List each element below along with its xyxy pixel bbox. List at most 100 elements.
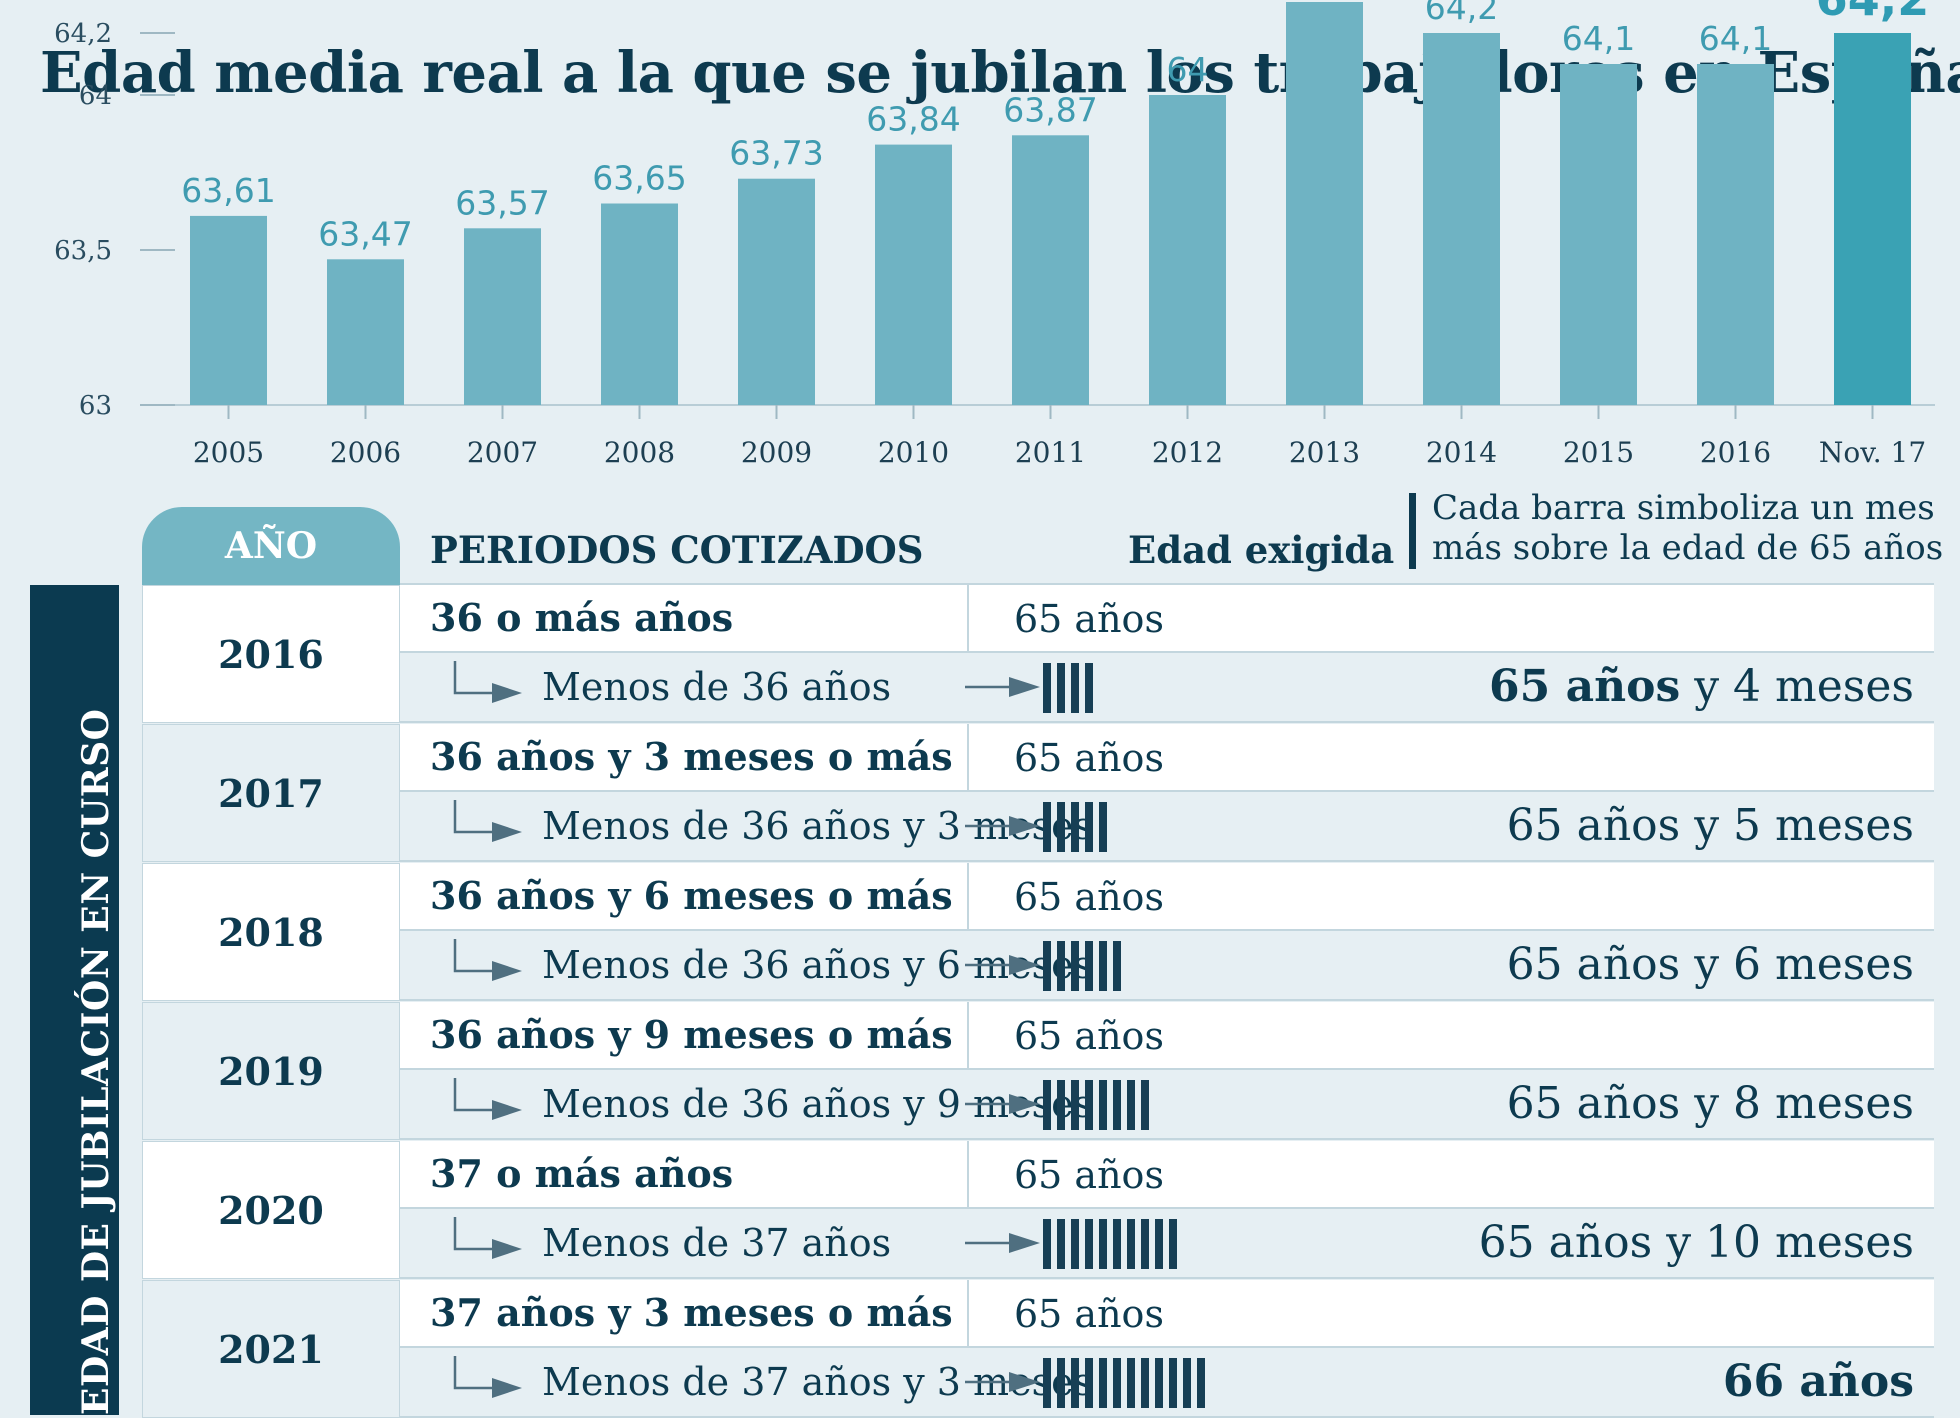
chart-title: Edad media real a la que se jubilan los … <box>40 40 1960 106</box>
month-bar <box>1057 941 1065 991</box>
legend-line-1: Cada barra simboliza un mes <box>1432 488 1935 528</box>
month-bar <box>1099 802 1107 852</box>
month-bar <box>1127 1080 1135 1130</box>
elbow-arrow-icon <box>453 800 522 842</box>
month-bar <box>1099 1358 1107 1408</box>
month-bar <box>1099 1080 1107 1130</box>
full-period-label: 36 años y 9 meses o más <box>430 1012 953 1057</box>
year-header-tab: AÑO <box>142 507 400 585</box>
month-bar <box>1043 941 1051 991</box>
bar-chart: 63 63,5 64 64,2 63,61 2005 63,47 2006 63,57 2007 6… <box>54 0 1935 469</box>
month-bars <box>1043 941 1121 991</box>
month-bar <box>1141 1358 1149 1408</box>
x-tick-label: 2005 <box>193 436 264 469</box>
month-bars <box>1043 1219 1177 1269</box>
bar <box>190 215 267 405</box>
required-age-result: 65 años y 4 meses <box>1489 661 1914 712</box>
bar <box>1423 33 1500 405</box>
x-tick-label: 2009 <box>741 436 812 469</box>
month-bar <box>1113 1219 1121 1269</box>
x-tick-label: 2008 <box>604 436 675 469</box>
full-period-age: 65 años <box>1014 1014 1164 1058</box>
month-bar <box>1057 1219 1065 1269</box>
x-tick-label: 2010 <box>878 436 949 469</box>
month-bar <box>1071 802 1079 852</box>
result-rest: y 4 meses <box>1680 661 1914 712</box>
month-bar <box>1043 663 1051 713</box>
x-tick-label: 2007 <box>467 436 538 469</box>
month-bars <box>1043 663 1093 713</box>
month-bar <box>1085 941 1093 991</box>
bar <box>464 228 541 405</box>
side-panel <box>30 585 119 1415</box>
x-tick-label: 2016 <box>1700 436 1771 469</box>
bar <box>875 144 952 405</box>
arrow-right-icon <box>965 1372 1040 1392</box>
month-bar <box>1113 1080 1121 1130</box>
result-bold: 65 años <box>1489 661 1681 712</box>
short-period-row: Menos de 36 años y 6 meses 65 años y 6 me… <box>400 931 1934 1001</box>
data-label: 64,1 <box>1699 19 1772 58</box>
month-bar <box>1085 663 1093 713</box>
column-divider <box>967 1002 969 1068</box>
full-period-row: 37 o más años 65 años <box>400 1141 1934 1209</box>
month-bar <box>1099 941 1107 991</box>
required-age-result: 65 años y 10 meses <box>1479 1217 1914 1268</box>
column-divider <box>967 863 969 929</box>
short-period-row: Menos de 36 años 65 años y 4 meses <box>400 653 1934 723</box>
short-period-row: Menos de 36 años y 9 meses 65 años y 8 me… <box>400 1070 1934 1140</box>
full-period-age: 65 años <box>1014 875 1164 919</box>
data-label: 63,73 <box>729 134 823 173</box>
result-rest: 65 años y 10 meses <box>1478 1217 1914 1268</box>
table-row: 2021 37 años y 3 meses o más 65 años Menos … <box>142 1280 1934 1418</box>
elbow-arrow-icon <box>453 1356 522 1398</box>
month-bars <box>1043 1358 1205 1408</box>
month-bar <box>1085 1080 1093 1130</box>
data-label: 64,1 <box>1562 19 1635 58</box>
data-label: 63,61 <box>181 171 275 210</box>
month-bar <box>1071 1358 1079 1408</box>
month-bar <box>1071 1219 1079 1269</box>
data-label: 63,65 <box>592 159 686 198</box>
y-tick-label: 64,2 <box>54 19 112 49</box>
full-period-row: 36 años y 6 meses o más 65 años <box>400 863 1934 931</box>
full-period-age: 65 años <box>1014 736 1164 780</box>
bar <box>1697 64 1774 405</box>
column-divider <box>967 585 969 651</box>
month-bar <box>1057 802 1065 852</box>
month-bar <box>1155 1358 1163 1408</box>
elbow-arrow-icon <box>453 661 522 703</box>
month-bars <box>1043 802 1107 852</box>
full-period-age: 65 años <box>1014 597 1164 641</box>
data-label: 63,47 <box>318 214 412 253</box>
arrow-right-icon <box>965 677 1040 697</box>
table-row: 2019 36 años y 9 meses o más 65 años Menos … <box>142 1002 1934 1140</box>
month-bar <box>1057 1358 1065 1408</box>
column-divider <box>967 724 969 790</box>
x-tick-label: 2012 <box>1152 436 1223 469</box>
periods-header: PERIODOS COTIZADOS <box>430 528 924 572</box>
elbow-arrow-icon <box>453 939 522 981</box>
data-label: 64,2 <box>1816 0 1930 26</box>
month-bar <box>1085 1358 1093 1408</box>
month-bars <box>1043 1080 1149 1130</box>
month-bar <box>1141 1080 1149 1130</box>
month-bar <box>1113 1358 1121 1408</box>
x-tick-label: 2006 <box>330 436 401 469</box>
short-period-label: Menos de 37 años <box>542 1221 892 1265</box>
x-tick-label: Nov. 17 <box>1819 436 1926 469</box>
month-bar <box>1071 1080 1079 1130</box>
full-period-row: 36 o más años 65 años <box>400 585 1934 653</box>
bar <box>601 203 678 405</box>
month-bar <box>1043 1080 1051 1130</box>
x-tick-label: 2013 <box>1289 436 1360 469</box>
result-bold: 66 años <box>1722 1356 1914 1407</box>
month-bar <box>1169 1219 1177 1269</box>
data-label: 63,84 <box>866 100 960 139</box>
month-bar <box>1071 941 1079 991</box>
elbow-arrow-icon <box>453 1217 522 1259</box>
data-label: 64,2 <box>1425 0 1498 27</box>
required-age-result: 65 años y 8 meses <box>1507 1078 1914 1129</box>
full-period-row: 37 años y 3 meses o más 65 años <box>400 1280 1934 1348</box>
side-label: EDAD DE JUBILACIÓN EN CURSO <box>75 708 117 1415</box>
